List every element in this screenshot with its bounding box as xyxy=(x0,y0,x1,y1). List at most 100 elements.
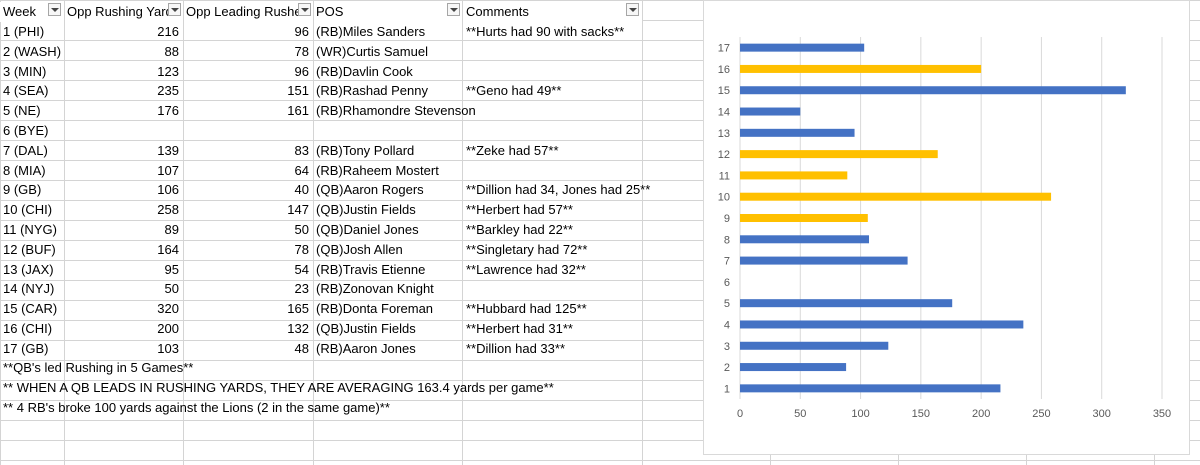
cell-week[interactable]: 16 (CHI) xyxy=(3,321,53,336)
cell-comment[interactable]: **Dillion had 34, Jones had 25** xyxy=(466,182,651,198)
cell-week[interactable]: 17 (GB) xyxy=(3,340,49,356)
cell-pos-player[interactable]: (WR)Curtis Samuel xyxy=(316,43,428,59)
filter-dropdown-icon[interactable] xyxy=(298,3,311,16)
cell-leading-rusher-yards[interactable]: 147 xyxy=(287,202,309,218)
cell-pos-player[interactable]: (QB)Aaron Rogers xyxy=(316,182,424,198)
cell-leading-rusher-yards[interactable]: 83 xyxy=(294,142,309,158)
cell-pos-player[interactable]: (RB)Raheem Mostert xyxy=(316,162,439,178)
cell-opp-rushing-yards[interactable]: 216 xyxy=(157,24,179,39)
cell-leading-rusher-yards[interactable]: 54 xyxy=(294,261,309,277)
cell-pos-player[interactable]: (QB)Justin Fields xyxy=(316,202,416,218)
filter-dropdown-icon[interactable] xyxy=(447,3,460,16)
cell-leading-rusher-yards[interactable]: 40 xyxy=(294,182,309,198)
cell-opp-rushing-yards[interactable]: 139 xyxy=(157,142,179,158)
bar[interactable] xyxy=(740,107,801,116)
cell-opp-rushing-yards[interactable]: 258 xyxy=(157,202,179,218)
cell-opp-rushing-yards[interactable]: 103 xyxy=(157,340,179,356)
cell-leading-rusher-yards[interactable]: 165 xyxy=(287,301,309,317)
cell-pos-player[interactable]: (RB)Miles Sanders xyxy=(316,24,426,39)
cell-pos-player[interactable]: (RB)Zonovan Knight xyxy=(316,281,434,297)
header-opp-leading-rusher[interactable]: Opp Leading Rushe xyxy=(184,2,313,22)
cell-pos-player[interactable]: (RB)Rhamondre Stevenson xyxy=(316,103,476,119)
cell-opp-rushing-yards[interactable]: 164 xyxy=(157,241,179,257)
cell-week[interactable]: 10 (CHI) xyxy=(3,202,53,218)
cell-pos-player[interactable]: (QB)Daniel Jones xyxy=(316,222,419,237)
cell-week[interactable]: 5 (NE) xyxy=(3,103,41,119)
cell-week[interactable]: 3 (MIN) xyxy=(3,63,47,79)
cell-opp-rushing-yards[interactable]: 106 xyxy=(157,182,179,198)
cell-pos-player[interactable]: (RB)Aaron Jones xyxy=(316,340,416,356)
cell-comment[interactable]: **Zeke had 57** xyxy=(466,142,559,158)
bar[interactable] xyxy=(740,320,1024,329)
cell-opp-rushing-yards[interactable]: 107 xyxy=(157,162,179,178)
filter-dropdown-icon[interactable] xyxy=(168,3,181,16)
cell-opp-rushing-yards[interactable]: 123 xyxy=(157,63,179,79)
bar[interactable] xyxy=(740,235,870,244)
cell-week[interactable]: 15 (CAR) xyxy=(3,301,58,317)
cell-week[interactable]: 12 (BUF) xyxy=(3,241,56,257)
cell-leading-rusher-yards[interactable]: 78 xyxy=(294,241,309,257)
cell-leading-rusher-yards[interactable]: 48 xyxy=(294,340,309,356)
cell-week[interactable]: 7 (DAL) xyxy=(3,142,48,158)
cell-pos-player[interactable]: (RB)Rashad Penny xyxy=(316,83,428,99)
bar[interactable] xyxy=(740,214,868,222)
filter-dropdown-icon[interactable] xyxy=(48,3,61,16)
bar[interactable] xyxy=(740,363,847,372)
cell-comment[interactable] xyxy=(463,161,703,181)
cell-week[interactable]: 14 (NYJ) xyxy=(3,281,55,297)
chart-container[interactable]: 0 50 100 150 200 250 300 350 1 2 3 4 5 6 7 8 9 10 11 12 13 14… xyxy=(703,0,1190,455)
bar[interactable] xyxy=(740,43,865,52)
cell-opp-rushing-yards[interactable]: 89 xyxy=(164,222,179,237)
bar[interactable] xyxy=(740,64,982,73)
cell-comment[interactable]: **Hubbard had 125** xyxy=(466,301,587,317)
bar[interactable] xyxy=(740,341,889,350)
cell-leading-rusher-yards[interactable]: 151 xyxy=(287,83,309,99)
cell-pos-player[interactable]: (QB)Justin Fields xyxy=(316,321,416,336)
cell-comment[interactable]: **Herbert had 57** xyxy=(466,202,573,218)
cell-comment[interactable]: **Hurts had 90 with sacks** xyxy=(466,24,625,39)
cell-opp-rushing-yards[interactable]: 176 xyxy=(157,103,179,119)
cell-pos-player[interactable]: (QB)Josh Allen xyxy=(316,241,403,257)
bar[interactable] xyxy=(740,128,855,137)
cell-comment[interactable]: **Herbert had 31** xyxy=(466,321,573,336)
cell-leading-rusher-yards[interactable]: 161 xyxy=(287,103,309,119)
cell-leading-rusher-yards[interactable]: 96 xyxy=(294,63,309,79)
header-comments[interactable]: Comments xyxy=(463,2,642,22)
cell-week[interactable]: 13 (JAX) xyxy=(3,261,54,277)
cell-opp-rushing-yards[interactable]: 320 xyxy=(157,301,179,317)
cell-comment[interactable] xyxy=(463,42,703,62)
bar[interactable] xyxy=(740,192,1052,201)
cell-comment[interactable]: **Dillion had 33** xyxy=(466,340,566,356)
cell-leading-rusher-yards[interactable]: 132 xyxy=(287,321,309,336)
cell-week[interactable]: 1 (PHI) xyxy=(3,24,45,39)
cell-opp-rushing-yards[interactable] xyxy=(65,121,179,141)
cell-leading-rusher-yards[interactable]: 23 xyxy=(294,281,309,297)
cell-week[interactable]: 9 (GB) xyxy=(3,182,42,198)
cell-opp-rushing-yards[interactable]: 200 xyxy=(157,321,179,336)
cell-opp-rushing-yards[interactable]: 95 xyxy=(164,261,179,277)
cell-week[interactable]: 11 (NYG) xyxy=(3,222,57,237)
cell-week[interactable]: 2 (WASH) xyxy=(3,43,62,59)
cell-opp-rushing-yards[interactable]: 88 xyxy=(164,43,179,59)
cell-leading-rusher-yards[interactable]: 96 xyxy=(294,24,309,39)
cell-leading-rusher-yards[interactable]: 64 xyxy=(294,162,309,178)
header-pos[interactable]: POS xyxy=(314,2,462,22)
bar[interactable] xyxy=(740,171,848,180)
cell-opp-rushing-yards[interactable]: 235 xyxy=(157,83,179,99)
cell-pos-player[interactable]: (RB)Travis Etienne xyxy=(316,261,426,277)
cell-comment[interactable] xyxy=(463,62,703,82)
bar[interactable] xyxy=(740,299,953,308)
bar[interactable] xyxy=(740,384,1001,393)
cell-week[interactable]: 4 (SEA) xyxy=(3,83,49,99)
cell-week[interactable]: 6 (BYE) xyxy=(3,123,49,138)
cell-comment[interactable] xyxy=(463,279,703,299)
cell-comment[interactable]: **Singletary had 72** xyxy=(466,241,588,257)
cell-leading-rusher-yards[interactable] xyxy=(184,121,309,141)
cell-comment[interactable]: **Barkley had 22** xyxy=(466,222,573,237)
cell-leading-rusher-yards[interactable]: 50 xyxy=(294,222,309,237)
cell-comment[interactable]: **Geno had 49** xyxy=(466,83,562,99)
cell-comment[interactable] xyxy=(463,121,703,141)
cell-pos-player[interactable]: (RB)Davlin Cook xyxy=(316,63,413,79)
cell-pos-player[interactable] xyxy=(314,121,462,141)
cell-pos-player[interactable]: (RB)Tony Pollard xyxy=(316,142,415,158)
